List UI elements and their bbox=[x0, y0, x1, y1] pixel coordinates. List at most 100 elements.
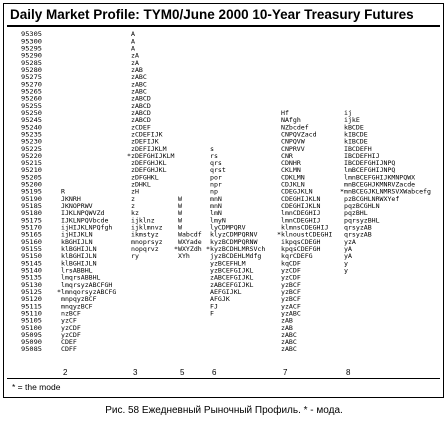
price-level-label: 95305 bbox=[21, 31, 42, 38]
profile-row: pqrsyzBHL bbox=[344, 217, 380, 224]
market-profile-plot: 9530595300952959529095285952809527595270… bbox=[21, 31, 431, 377]
chart-title: Daily Market Profile: TYM0/June 2000 10-… bbox=[10, 7, 414, 22]
price-level-label: 95270 bbox=[21, 81, 42, 88]
profile-row: nopqrvz bbox=[131, 246, 159, 253]
profile-row: NZbcdef bbox=[281, 124, 309, 131]
price-level-label: 95210 bbox=[21, 167, 42, 174]
profile-row: zDEFIJK bbox=[131, 139, 159, 146]
profile-row: yzBCF bbox=[281, 282, 301, 289]
price-level-label: 95160 bbox=[21, 239, 42, 246]
profile-row: CNPRVV bbox=[281, 146, 305, 153]
profile-row: A bbox=[131, 38, 135, 45]
price-level-label: 95140 bbox=[21, 267, 42, 274]
legend-text: * = the mode bbox=[12, 382, 61, 392]
profile-row: zDEFIJKLM bbox=[131, 146, 167, 153]
price-level-label: 95300 bbox=[21, 38, 42, 45]
title-divider bbox=[7, 25, 440, 27]
profile-row: pqzBHL bbox=[344, 210, 368, 217]
profile-row: ij bbox=[344, 110, 352, 117]
profile-row: CDFF bbox=[61, 346, 77, 353]
day-label: 3 bbox=[133, 368, 138, 377]
profile-row: W bbox=[178, 196, 182, 203]
profile-row: pqzBCGHLN bbox=[344, 203, 380, 210]
profile-row: mnN bbox=[210, 203, 222, 210]
profile-row: AEFGIJKL bbox=[210, 289, 242, 296]
profile-row: kyzBCDMPQRNW bbox=[210, 239, 258, 246]
profile-row: IJKLNPQWVZd bbox=[61, 210, 105, 217]
profile-row-mode: *WXYZdh bbox=[174, 246, 202, 253]
figure-caption: Рис. 58 Ежедневный Рыночный Профиль. * -… bbox=[105, 405, 343, 416]
price-level-label: 95215 bbox=[21, 160, 42, 167]
profile-row: CDJKLN bbox=[281, 182, 305, 189]
price-level-label: 95285 bbox=[21, 60, 42, 67]
profile-row: zABCD bbox=[131, 96, 151, 103]
profile-row: ijklnz bbox=[131, 217, 155, 224]
profile-row: zABCD bbox=[131, 117, 151, 124]
price-level-label: 95230 bbox=[21, 139, 42, 146]
price-level-label: 95105 bbox=[21, 318, 42, 325]
profile-row: qrst bbox=[210, 167, 226, 174]
price-level-label: 95100 bbox=[21, 325, 42, 332]
profile-row: klyzCDMPQRNV bbox=[210, 232, 258, 239]
profile-row: IBCDEFH bbox=[344, 146, 372, 153]
profile-row: zA bbox=[131, 53, 139, 60]
day-label: 6 bbox=[212, 368, 217, 377]
profile-row: klBGHIJLN bbox=[61, 260, 97, 267]
profile-row: klmnsCDEGHIJ bbox=[281, 225, 328, 232]
profile-row-mode: *kyzBCDHLMRSVch bbox=[206, 246, 266, 253]
profile-row: CDEGHIJKLN bbox=[281, 203, 321, 210]
price-level-label: 95170 bbox=[21, 225, 42, 232]
chart-frame: Daily Market Profile: TYM0/June 2000 10-… bbox=[3, 3, 444, 398]
price-level-label: 95255 bbox=[21, 103, 42, 110]
profile-row: zCDEFIJK bbox=[131, 131, 163, 138]
profile-row: ikpqsCDEGH bbox=[281, 239, 321, 246]
profile-row: yzCDF bbox=[61, 332, 81, 339]
profile-row: lmqrsABBHL bbox=[61, 275, 101, 282]
profile-row: y bbox=[344, 267, 348, 274]
profile-row: yzBCEFGIJKL bbox=[210, 267, 254, 274]
profile-row: yzCF bbox=[61, 318, 77, 325]
profile-row: yzABC bbox=[281, 310, 301, 317]
price-level-label: 95295 bbox=[21, 46, 42, 53]
price-level-label: 95095 bbox=[21, 332, 42, 339]
profile-row: mnBCEGHJKMNRVZacde bbox=[344, 182, 415, 189]
profile-row: zDHKL bbox=[131, 182, 151, 189]
profile-row: zAB bbox=[281, 325, 293, 332]
price-level-label: 95195 bbox=[21, 189, 42, 196]
price-level-label: 95240 bbox=[21, 124, 42, 131]
profile-row: jyzBCDEHLMdfg bbox=[210, 253, 262, 260]
profile-row: zABC bbox=[131, 88, 147, 95]
profile-row: kqrCDEFG bbox=[281, 253, 313, 260]
profile-row: z bbox=[131, 203, 135, 210]
profile-row: np bbox=[210, 189, 218, 196]
price-level-label: 95265 bbox=[21, 88, 42, 95]
profile-row: zDEFGHJKL bbox=[131, 160, 167, 167]
profile-row: XYh bbox=[178, 253, 190, 260]
profile-row: zABC bbox=[281, 346, 297, 353]
profile-row: zABCEFGIJKL bbox=[210, 282, 254, 289]
day-label: 8 bbox=[346, 368, 351, 377]
profile-row-mode: *zDEFGHIJKLM bbox=[127, 153, 175, 160]
profile-row: z bbox=[131, 196, 135, 203]
profile-row: Wabcdf bbox=[178, 232, 202, 239]
profile-row: lmnBCEFGHIJKMNPQWX bbox=[344, 174, 415, 181]
profile-row: zABC bbox=[281, 339, 297, 346]
profile-row: ry bbox=[131, 253, 139, 260]
profile-row: s bbox=[210, 146, 214, 153]
profile-row: zABC bbox=[131, 74, 147, 81]
price-level-label: 95120 bbox=[21, 296, 42, 303]
profile-row: klBGHIJLN bbox=[61, 246, 97, 253]
price-level-label: 95125 bbox=[21, 289, 42, 296]
profile-row: nzBCF bbox=[61, 310, 81, 317]
profile-row-mode: *mnBCEGJKLNMRSVXWabcefg bbox=[340, 189, 431, 196]
profile-row: FJ bbox=[210, 303, 218, 310]
profile-row: zH bbox=[131, 189, 139, 196]
profile-row: y bbox=[344, 260, 348, 267]
profile-row: kqCDF bbox=[281, 260, 301, 267]
price-level-label: 95220 bbox=[21, 153, 42, 160]
profile-row: qrsyzAB bbox=[344, 232, 372, 239]
profile-row: pzBCGHLNRWXYef bbox=[344, 196, 400, 203]
profile-row: lyCDMPQRV bbox=[210, 225, 246, 232]
profile-row: zAB bbox=[281, 318, 293, 325]
price-level-label: 95130 bbox=[21, 282, 42, 289]
